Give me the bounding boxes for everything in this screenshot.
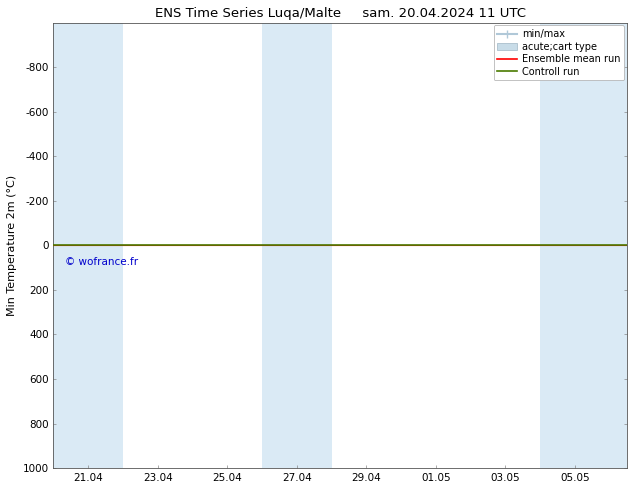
Bar — [540, 23, 627, 468]
Legend: min/max, acute;cart type, Ensemble mean run, Controll run: min/max, acute;cart type, Ensemble mean … — [493, 25, 624, 80]
Y-axis label: Min Temperature 2m (°C): Min Temperature 2m (°C) — [7, 175, 17, 316]
Title: ENS Time Series Luqa/Malte     sam. 20.04.2024 11 UTC: ENS Time Series Luqa/Malte sam. 20.04.20… — [155, 7, 526, 20]
Text: © wofrance.fr: © wofrance.fr — [65, 257, 138, 267]
Bar — [262, 23, 332, 468]
Bar — [53, 23, 123, 468]
